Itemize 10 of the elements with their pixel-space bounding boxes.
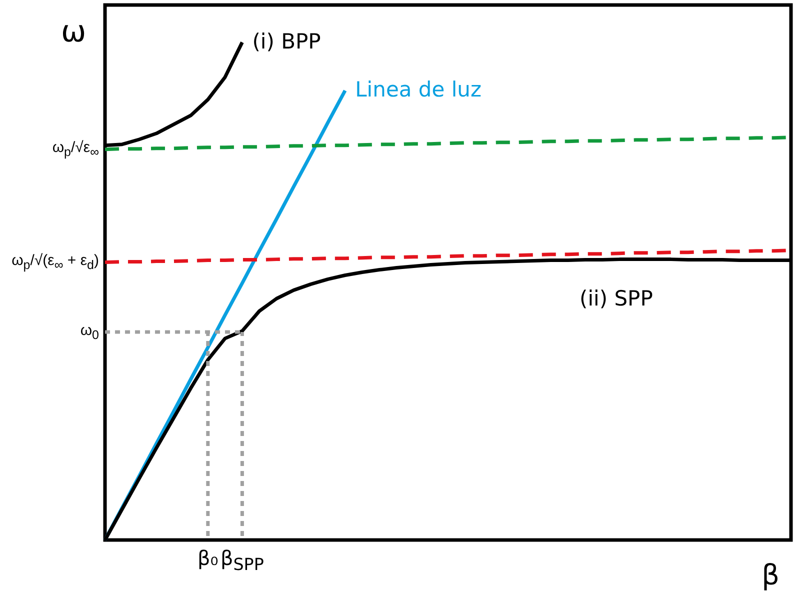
series-label: (i) BPP <box>252 29 321 54</box>
x-tick-label: β$_{SPP}$ <box>220 546 264 574</box>
y-axis-title: ω <box>60 14 86 50</box>
text: ω$_{p}$/√(ε$_{∞}$ + ε$_{d}$) <box>12 252 99 272</box>
series-label: Linea de luz <box>355 78 482 102</box>
series-label: (ii) SPP <box>580 286 653 310</box>
text: ω$_{p}$/√ε$_{∞}$ <box>52 139 99 160</box>
text: ω$_{0}$ <box>80 322 99 342</box>
x-tick-label: β₀ <box>198 546 218 570</box>
x-axis-title: β <box>762 558 780 592</box>
